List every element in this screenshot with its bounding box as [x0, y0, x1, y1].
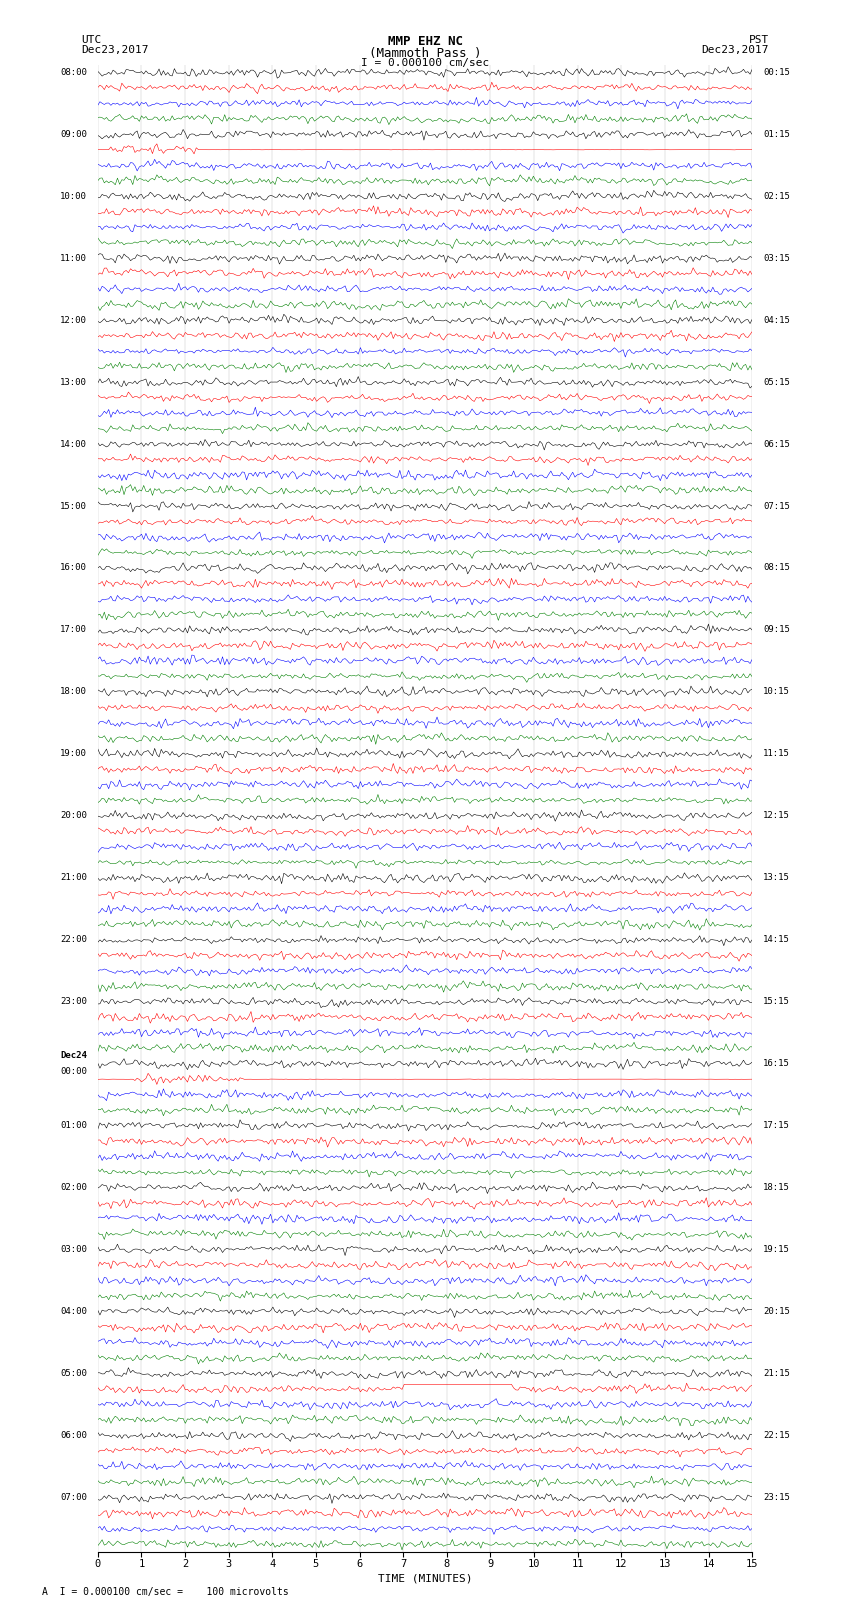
Text: 00:15: 00:15 [763, 68, 790, 77]
Text: 20:15: 20:15 [763, 1307, 790, 1316]
Text: 21:15: 21:15 [763, 1369, 790, 1378]
Text: 08:15: 08:15 [763, 563, 790, 573]
Text: 16:15: 16:15 [763, 1060, 790, 1068]
X-axis label: TIME (MINUTES): TIME (MINUTES) [377, 1574, 473, 1584]
Text: 16:00: 16:00 [60, 563, 87, 573]
Text: 09:15: 09:15 [763, 626, 790, 634]
Text: MMP EHZ NC: MMP EHZ NC [388, 35, 462, 48]
Text: 15:00: 15:00 [60, 502, 87, 511]
Text: 18:15: 18:15 [763, 1184, 790, 1192]
Text: 17:00: 17:00 [60, 626, 87, 634]
Text: 07:00: 07:00 [60, 1494, 87, 1502]
Text: 04:00: 04:00 [60, 1307, 87, 1316]
Text: 06:15: 06:15 [763, 440, 790, 448]
Text: 02:00: 02:00 [60, 1184, 87, 1192]
Text: 12:15: 12:15 [763, 811, 790, 821]
Text: 22:15: 22:15 [763, 1431, 790, 1440]
Text: I = 0.000100 cm/sec: I = 0.000100 cm/sec [361, 58, 489, 68]
Text: 00:00: 00:00 [60, 1066, 87, 1076]
Text: A  I = 0.000100 cm/sec =    100 microvolts: A I = 0.000100 cm/sec = 100 microvolts [42, 1587, 289, 1597]
Text: 04:15: 04:15 [763, 316, 790, 324]
Text: 03:15: 03:15 [763, 253, 790, 263]
Text: 19:15: 19:15 [763, 1245, 790, 1255]
Text: 13:00: 13:00 [60, 377, 87, 387]
Text: 20:00: 20:00 [60, 811, 87, 821]
Text: 15:15: 15:15 [763, 997, 790, 1007]
Text: 13:15: 13:15 [763, 873, 790, 882]
Text: 18:00: 18:00 [60, 687, 87, 697]
Text: 21:00: 21:00 [60, 873, 87, 882]
Text: Dec23,2017: Dec23,2017 [702, 45, 769, 55]
Text: 03:00: 03:00 [60, 1245, 87, 1255]
Text: 14:00: 14:00 [60, 440, 87, 448]
Text: 08:00: 08:00 [60, 68, 87, 77]
Text: 05:00: 05:00 [60, 1369, 87, 1378]
Text: 22:00: 22:00 [60, 936, 87, 944]
Text: 05:15: 05:15 [763, 377, 790, 387]
Text: 10:00: 10:00 [60, 192, 87, 200]
Text: 10:15: 10:15 [763, 687, 790, 697]
Text: PST: PST [749, 35, 769, 45]
Text: 06:00: 06:00 [60, 1431, 87, 1440]
Text: 23:00: 23:00 [60, 997, 87, 1007]
Text: Dec24: Dec24 [60, 1052, 87, 1060]
Text: 02:15: 02:15 [763, 192, 790, 200]
Text: Dec23,2017: Dec23,2017 [81, 45, 148, 55]
Text: 12:00: 12:00 [60, 316, 87, 324]
Text: 11:15: 11:15 [763, 750, 790, 758]
Text: UTC: UTC [81, 35, 101, 45]
Text: 01:00: 01:00 [60, 1121, 87, 1131]
Text: 01:15: 01:15 [763, 129, 790, 139]
Text: 07:15: 07:15 [763, 502, 790, 511]
Text: 17:15: 17:15 [763, 1121, 790, 1131]
Text: 19:00: 19:00 [60, 750, 87, 758]
Text: (Mammoth Pass ): (Mammoth Pass ) [369, 47, 481, 60]
Text: 09:00: 09:00 [60, 129, 87, 139]
Text: 23:15: 23:15 [763, 1494, 790, 1502]
Text: 14:15: 14:15 [763, 936, 790, 944]
Text: 11:00: 11:00 [60, 253, 87, 263]
